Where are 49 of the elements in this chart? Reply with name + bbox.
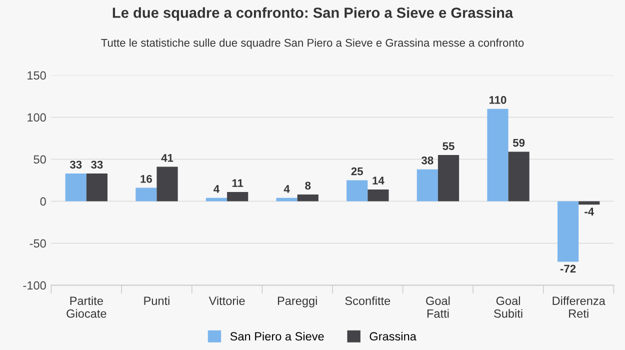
bar [508, 152, 530, 202]
x-tick-label: Differenza Reti [552, 296, 606, 318]
x-tick-label: Pareggi [278, 296, 317, 308]
chart-title: Le due squadre a confronto: San Piero a Sieve e Grassina [112, 7, 514, 21]
x-tick-label: Sconfitte [345, 296, 390, 306]
bar [346, 180, 368, 202]
data-label: -72 [560, 264, 576, 273]
legend-label: Grassina [370, 332, 416, 341]
bar [416, 169, 438, 202]
data-label: 14 [372, 176, 384, 184]
x-tick-label: Partite Giocate [66, 296, 106, 318]
bar [487, 108, 508, 202]
bar [368, 189, 389, 202]
x-tick-label: Vittorie [208, 296, 245, 306]
data-label: 8 [305, 182, 311, 190]
data-label: 25 [351, 167, 363, 176]
bar [156, 166, 178, 202]
data-label: 110 [489, 96, 506, 104]
bar [227, 192, 248, 202]
legend-label: San Piero a Sieve [230, 332, 324, 341]
bar [558, 201, 579, 262]
x-tick-label: Goal Fatti [426, 296, 450, 318]
data-label: 4 [214, 185, 220, 193]
chart-subtitle: Tutte le statistiche sulle due squadre San Piero a Sieve e Grassina messe a confronto [101, 38, 524, 49]
bar [297, 194, 318, 202]
y-tick-label: 100 [28, 113, 46, 122]
y-tick-label: 150 [28, 71, 46, 80]
x-tick-label: Goal Subiti [494, 296, 522, 318]
bar [578, 201, 600, 205]
data-label: 59 [512, 138, 525, 147]
data-label: 41 [161, 154, 174, 162]
x-tick-label: Punti [144, 296, 170, 306]
bar [276, 198, 298, 202]
y-tick-label: -50 [30, 239, 46, 248]
y-tick-label: 50 [34, 155, 46, 164]
data-label: 33 [70, 160, 82, 169]
y-tick-label: 0 [40, 197, 46, 206]
bar [65, 174, 86, 202]
data-label: 11 [232, 179, 244, 187]
bar [86, 174, 108, 202]
data-label: -4 [584, 208, 594, 216]
data-label: 55 [442, 142, 454, 150]
bar [136, 188, 157, 202]
data-label: 16 [140, 174, 152, 183]
y-tick-label: -100 [23, 281, 46, 290]
data-label: 38 [422, 156, 434, 164]
data-label: 4 [284, 185, 290, 193]
bar [438, 155, 460, 202]
data-label: 33 [91, 160, 103, 169]
